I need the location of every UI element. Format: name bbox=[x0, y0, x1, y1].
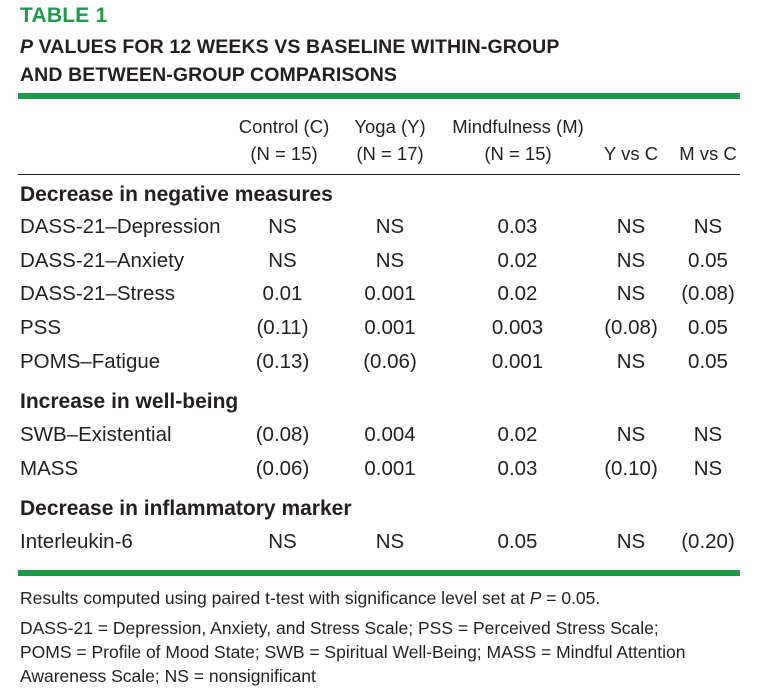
row-label: DASS-21–Depression bbox=[20, 215, 221, 238]
cell-m-vs-c: (0.20) bbox=[681, 530, 735, 553]
cell-yoga: (0.06) bbox=[363, 350, 417, 373]
cell-y-vs-c: NS bbox=[616, 215, 646, 238]
cell-control: (0.06) bbox=[255, 457, 310, 480]
cell-control: NS bbox=[268, 215, 297, 238]
cell-y-vs-c: NS bbox=[616, 282, 646, 305]
cell-m-vs-c: NS bbox=[693, 423, 723, 446]
cell-mindfulness: 0.02 bbox=[497, 249, 538, 272]
footnote-test-p: P bbox=[529, 588, 542, 608]
header-m-vs-c-line1 bbox=[672, 113, 744, 140]
title-line-1-rest: VALUES FOR 12 WEEKS VS BASELINE WITHIN-G… bbox=[33, 36, 560, 58]
table-row: DASS-21–Anxiety NS NS 0.02 NS 0.05 bbox=[0, 249, 758, 281]
section-negative-measures: Decrease in negative measures bbox=[20, 183, 333, 206]
cell-yoga: NS bbox=[375, 215, 405, 238]
cell-y-vs-c: NS bbox=[616, 350, 646, 373]
footnote-test: Results computed using paired t-test wit… bbox=[20, 586, 600, 610]
cell-m-vs-c: NS bbox=[693, 457, 723, 480]
table-row: Interleukin-6 NS NS 0.05 NS (0.20) bbox=[0, 530, 758, 562]
row-label: SWB–Existential bbox=[20, 423, 172, 446]
bottom-green-rule bbox=[18, 570, 740, 576]
header-m-vs-c: M vs C bbox=[672, 113, 744, 167]
table-label: TABLE 1 bbox=[20, 4, 108, 27]
header-yoga: Yoga (Y) (N = 17) bbox=[345, 113, 435, 167]
header-yoga-line2: (N = 17) bbox=[356, 143, 424, 164]
cell-mindfulness: 0.05 bbox=[497, 530, 538, 553]
footnote-test-pre: Results computed using paired t-test wit… bbox=[20, 588, 530, 608]
cell-yoga: NS bbox=[375, 249, 405, 272]
cell-yoga: NS bbox=[375, 530, 405, 553]
cell-control: (0.08) bbox=[255, 423, 310, 446]
cell-yoga: 0.004 bbox=[364, 423, 416, 446]
top-green-rule bbox=[18, 93, 740, 99]
header-divider bbox=[18, 174, 740, 175]
header-mindfulness: Mindfulness (M) (N = 15) bbox=[442, 113, 594, 167]
row-label: PSS bbox=[20, 316, 62, 339]
footnote-test-post: = 0.05. bbox=[541, 588, 601, 608]
footnote-abbrev-line1: DASS-21 = Depression, Anxiety, and Stres… bbox=[20, 618, 659, 638]
cell-control: NS bbox=[268, 530, 297, 553]
cell-mindfulness: 0.02 bbox=[497, 423, 538, 446]
row-label: POMS–Fatigue bbox=[20, 350, 161, 373]
table-row: POMS–Fatigue (0.13) (0.06) 0.001 NS 0.05 bbox=[0, 350, 758, 382]
cell-m-vs-c: 0.05 bbox=[688, 316, 728, 339]
cell-control: 0.01 bbox=[262, 282, 303, 305]
cell-mindfulness: 0.03 bbox=[497, 457, 538, 480]
cell-mindfulness: 0.001 bbox=[491, 350, 544, 373]
cell-yoga: 0.001 bbox=[364, 316, 416, 339]
title-line-2: AND BETWEEN-GROUP COMPARISONS bbox=[20, 64, 398, 86]
footnote-abbrev-line3: Awareness Scale; NS = nonsignificant bbox=[20, 666, 316, 686]
row-label: MASS bbox=[20, 457, 79, 480]
cell-control: (0.11) bbox=[256, 316, 309, 339]
section-inflammatory-marker: Decrease in inflammatory marker bbox=[20, 497, 352, 520]
cell-yoga: 0.001 bbox=[364, 457, 416, 480]
cell-mindfulness: 0.003 bbox=[491, 316, 544, 339]
cell-y-vs-c: NS bbox=[616, 249, 646, 272]
cell-control: (0.13) bbox=[255, 350, 310, 373]
table-row: DASS-21–Stress 0.01 0.001 0.02 NS (0.08) bbox=[0, 282, 758, 314]
table-row: MASS (0.06) 0.001 0.03 (0.10) NS bbox=[0, 457, 758, 489]
table-row: DASS-21–Depression NS NS 0.03 NS NS bbox=[0, 215, 758, 247]
header-mindfulness-line2: (N = 15) bbox=[484, 143, 552, 164]
cell-m-vs-c: 0.05 bbox=[688, 249, 728, 272]
header-y-vs-c-line2: Y vs C bbox=[603, 143, 659, 164]
title-p-italic: P bbox=[20, 36, 34, 58]
cell-y-vs-c: (0.08) bbox=[604, 316, 658, 339]
cell-mindfulness: 0.02 bbox=[497, 282, 538, 305]
cell-m-vs-c: NS bbox=[693, 215, 723, 238]
table-row: PSS (0.11) 0.001 0.003 (0.08) 0.05 bbox=[0, 316, 758, 348]
cell-y-vs-c: NS bbox=[616, 423, 646, 446]
cell-y-vs-c: NS bbox=[616, 530, 646, 553]
row-label: DASS-21–Stress bbox=[20, 282, 175, 305]
header-control-line2: (N = 15) bbox=[250, 143, 318, 164]
header-y-vs-c: Y vs C bbox=[596, 113, 666, 167]
row-label: Interleukin-6 bbox=[20, 530, 133, 553]
cell-control: NS bbox=[268, 249, 297, 272]
header-mindfulness-line1: Mindfulness (M) bbox=[452, 116, 584, 137]
row-label: DASS-21–Anxiety bbox=[20, 249, 185, 272]
table-title: P VALUES FOR 12 WEEKS VS BASELINE WITHIN… bbox=[20, 33, 559, 89]
cell-m-vs-c: 0.05 bbox=[688, 350, 728, 373]
cell-m-vs-c: (0.08) bbox=[681, 282, 735, 305]
footnote-abbrev-line2: POMS = Profile of Mood State; SWB = Spir… bbox=[20, 642, 686, 662]
title-line-1: P VALUES FOR 12 WEEKS VS BASELINE WITHIN… bbox=[20, 33, 559, 61]
header-control-line1: Control (C) bbox=[238, 116, 330, 137]
header-y-vs-c-line1 bbox=[596, 113, 666, 140]
cell-yoga: 0.001 bbox=[364, 282, 416, 305]
cell-mindfulness: 0.03 bbox=[497, 215, 538, 238]
footnote-abbreviations: DASS-21 = Depression, Anxiety, and Stres… bbox=[20, 616, 685, 688]
header-control: Control (C) (N = 15) bbox=[224, 113, 344, 167]
table-row: SWB–Existential (0.08) 0.004 0.02 NS NS bbox=[0, 423, 758, 455]
header-yoga-line1: Yoga (Y) bbox=[354, 116, 426, 137]
section-well-being: Increase in well-being bbox=[20, 390, 239, 413]
header-m-vs-c-line2: M vs C bbox=[679, 143, 737, 164]
cell-y-vs-c: (0.10) bbox=[604, 457, 658, 480]
